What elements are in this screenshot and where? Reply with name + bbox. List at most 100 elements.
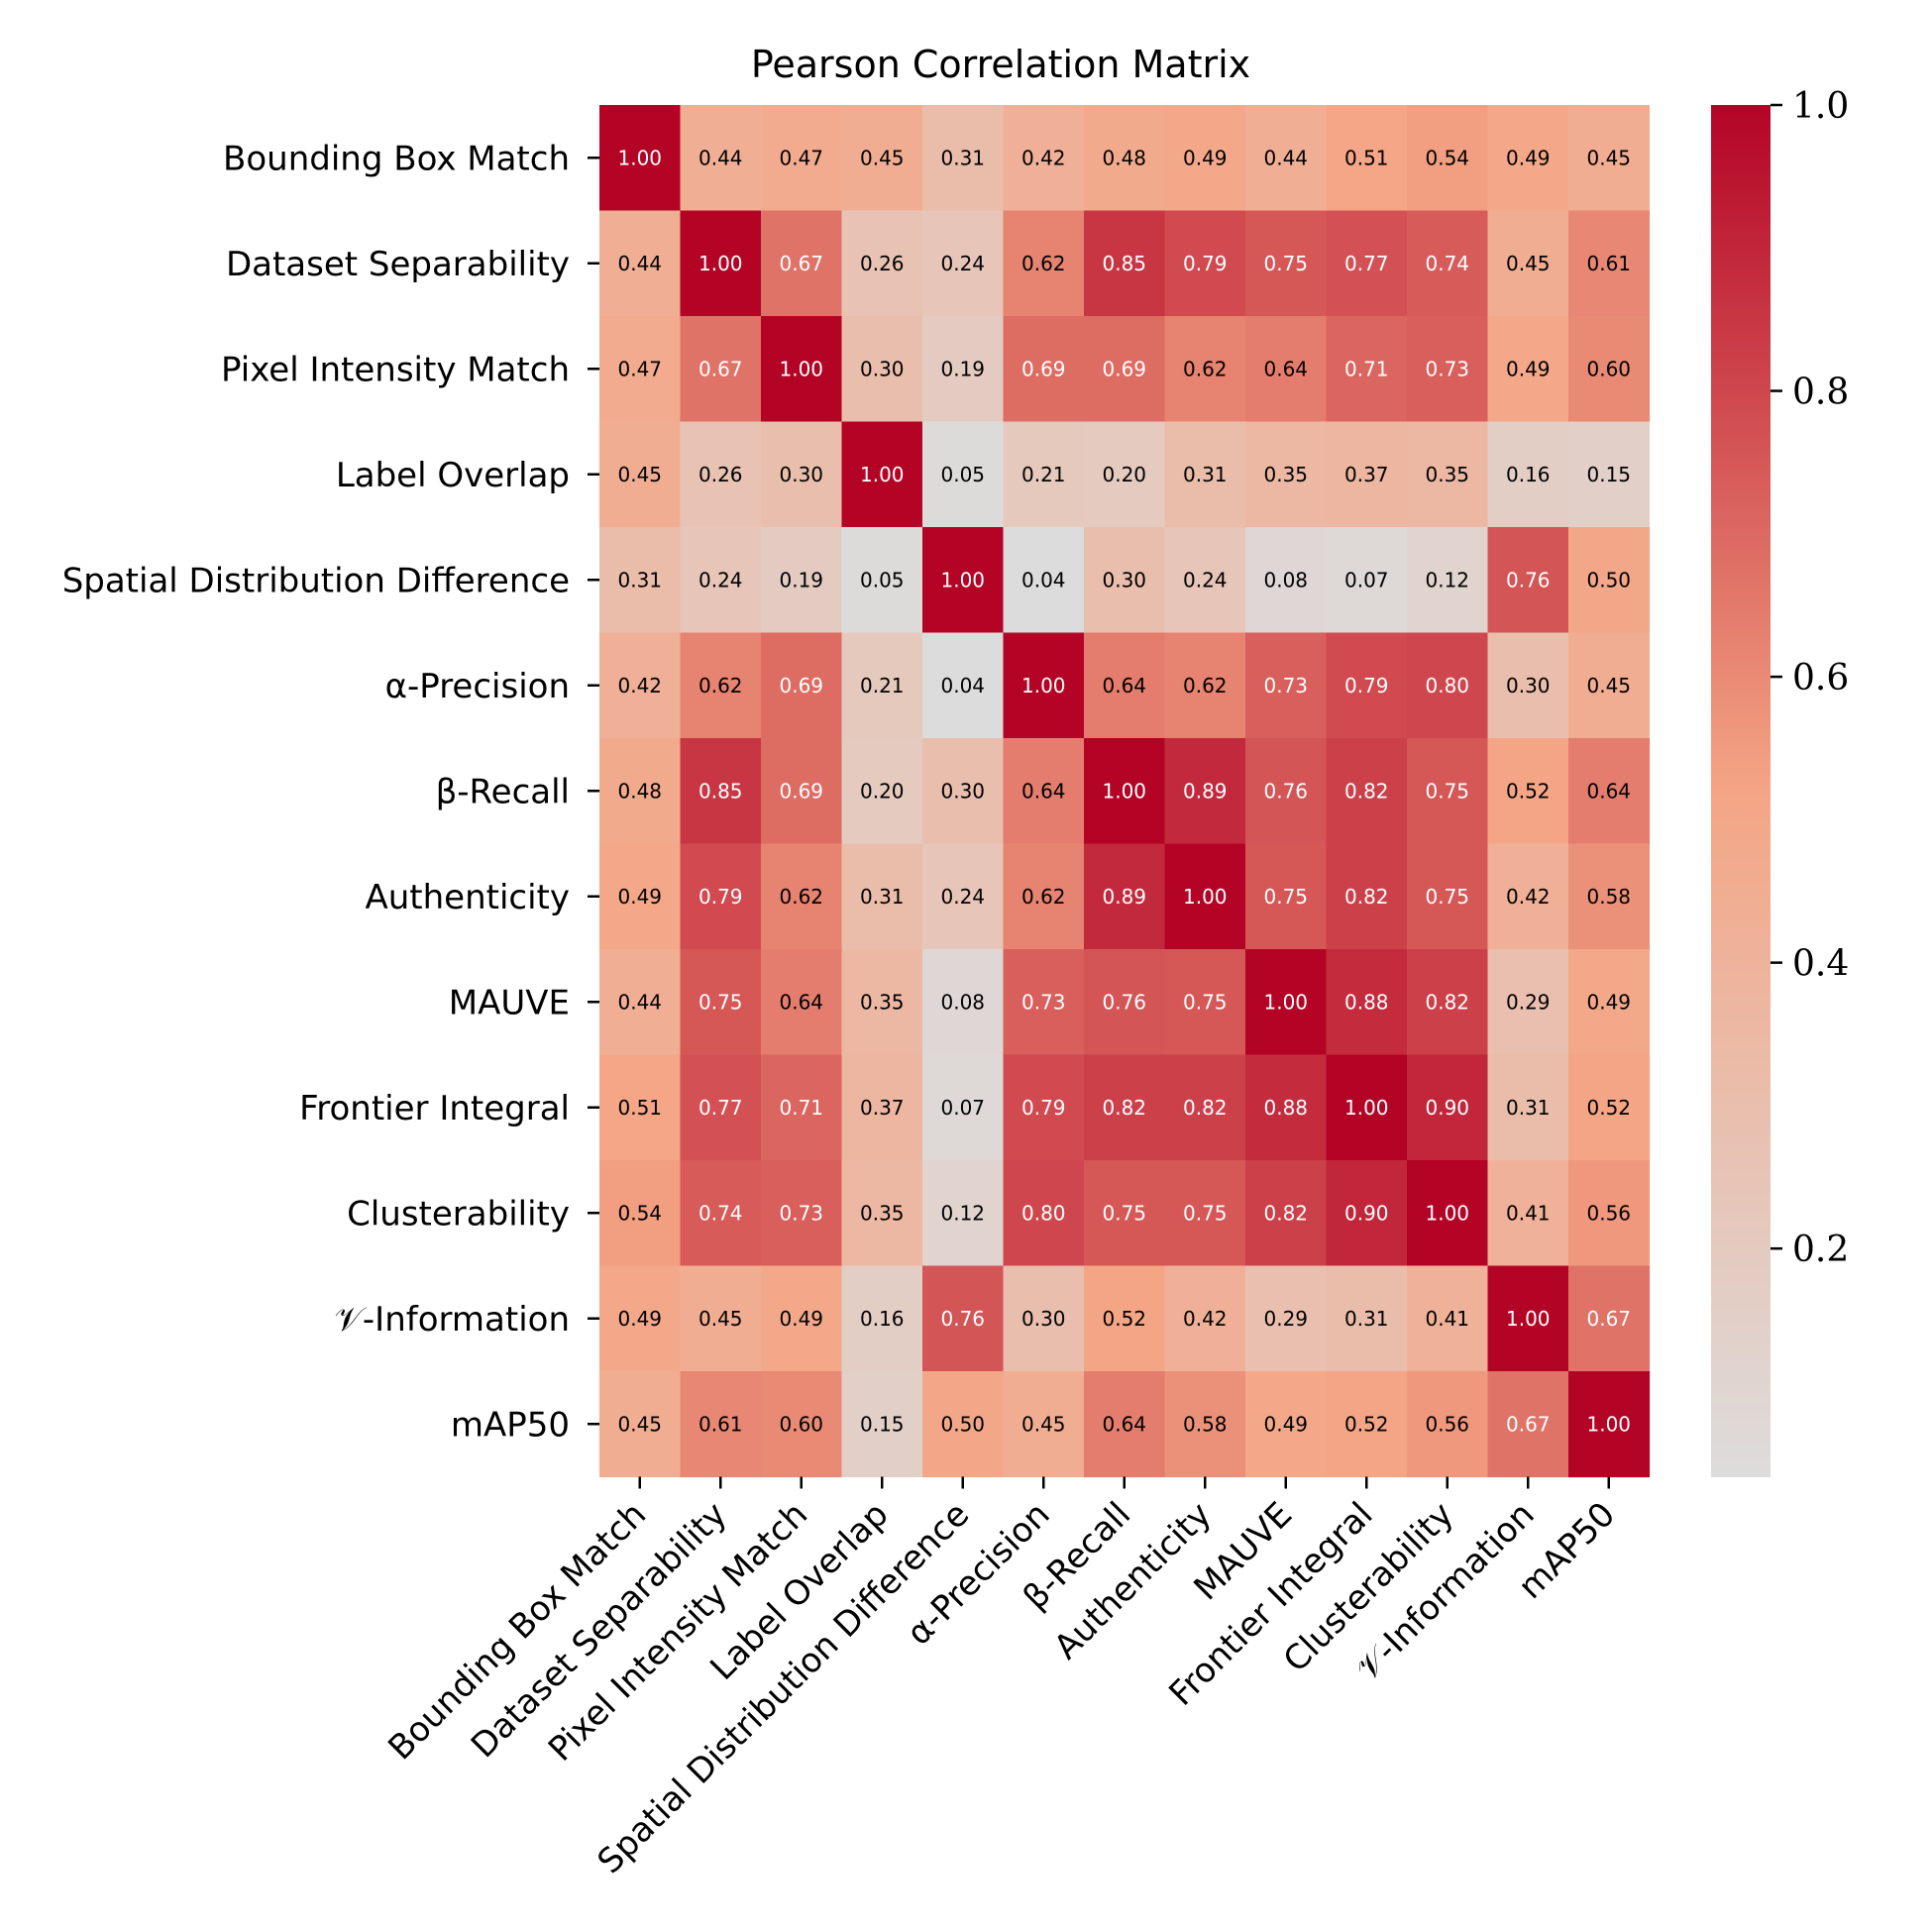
cell-value-label: 0.52 <box>1344 1412 1389 1436</box>
heatmap-cell <box>1407 738 1489 845</box>
cell-value-label: 0.12 <box>1425 568 1469 591</box>
heatmap-cell <box>680 527 762 634</box>
cell-value-label: 0.76 <box>1102 990 1146 1014</box>
colorbar-tick-label: 1.0 <box>1792 86 1849 127</box>
heatmap-cell <box>680 632 762 739</box>
heatmap-cell <box>1164 843 1246 950</box>
cell-value-label: 0.21 <box>860 674 905 698</box>
heatmap-cell <box>1407 421 1489 528</box>
cell-value-label: 0.62 <box>1183 357 1228 380</box>
heatmap-cell <box>761 105 843 212</box>
heatmap-cell <box>1164 421 1246 528</box>
heatmap-cell <box>1003 1160 1085 1267</box>
cell-value-label: 0.75 <box>1263 252 1308 275</box>
y-tick-label: Spatial Distribution Difference <box>62 561 570 600</box>
heatmap-cell <box>680 738 762 845</box>
cell-value-label: 0.75 <box>1183 990 1228 1014</box>
cell-value-label: 1.00 <box>940 568 985 591</box>
heatmap-cell <box>1407 1160 1489 1267</box>
heatmap-cell <box>1568 949 1651 1056</box>
heatmap-cell <box>1487 843 1569 950</box>
cell-value-label: 0.48 <box>617 779 662 803</box>
heatmap-cell <box>1487 210 1569 317</box>
heatmap-cell <box>1084 843 1166 950</box>
heatmap-cell <box>1245 105 1328 212</box>
cell-value-label: 0.04 <box>940 674 985 698</box>
heatmap-cell <box>1003 105 1085 212</box>
cell-value-label: 0.85 <box>1102 252 1146 275</box>
cell-value-label: 0.54 <box>617 1201 662 1225</box>
cell-value-label: 0.62 <box>779 885 823 909</box>
cell-value-label: 0.20 <box>860 779 905 803</box>
cell-value-label: 0.41 <box>1506 1201 1551 1225</box>
cell-value-label: 0.82 <box>1183 1096 1228 1120</box>
cell-value-label: 0.73 <box>779 1201 823 1225</box>
cell-value-label: 0.82 <box>1102 1096 1146 1120</box>
heatmap-cell <box>1326 105 1408 212</box>
cell-value-label: 0.08 <box>1263 568 1308 591</box>
heatmap-cell <box>922 105 1005 212</box>
cell-value-label: 1.00 <box>1183 885 1228 909</box>
cell-value-label: 0.49 <box>1586 990 1631 1014</box>
y-tick-label: Dataset Separability <box>226 245 570 284</box>
cell-value-label: 0.37 <box>860 1096 905 1120</box>
cell-value-label: 0.69 <box>1021 357 1066 380</box>
heatmap-cell <box>599 210 682 317</box>
heatmap-cell <box>680 1265 762 1372</box>
cell-value-label: 1.00 <box>1021 674 1066 698</box>
cell-value-label: 1.00 <box>1425 1201 1469 1225</box>
heatmap-cell <box>680 316 762 423</box>
heatmap-cell <box>1326 1054 1408 1161</box>
cell-value-label: 0.79 <box>1344 674 1389 698</box>
heatmap-cell <box>761 421 843 528</box>
cell-value-label: 0.73 <box>1425 357 1469 380</box>
heatmap-cell <box>1003 421 1085 528</box>
heatmap-cell <box>1003 1265 1085 1372</box>
heatmap-cell <box>599 316 682 423</box>
cell-value-label: 1.00 <box>698 252 743 275</box>
heatmap-cell <box>1164 632 1246 739</box>
cell-value-label: 0.61 <box>1586 252 1631 275</box>
heatmap-cell <box>1487 421 1569 528</box>
heatmap-cell <box>680 1054 762 1161</box>
cell-value-label: 0.45 <box>860 146 905 169</box>
heatmap-cell <box>1084 1054 1166 1161</box>
heatmap-cell <box>1568 527 1651 634</box>
cell-value-label: 0.76 <box>1506 568 1551 591</box>
cell-value-label: 0.82 <box>1425 990 1469 1014</box>
heatmap-cell <box>761 1265 843 1372</box>
cell-value-label: 0.31 <box>1506 1096 1551 1120</box>
y-tick-label: mAP50 <box>451 1405 570 1445</box>
colorbar-tick-label: 0.6 <box>1792 658 1849 698</box>
heatmap-cell <box>1084 421 1166 528</box>
heatmap-cell <box>1568 1054 1651 1161</box>
cell-value-label: 0.49 <box>779 1307 823 1331</box>
cell-value-label: 0.49 <box>617 885 662 909</box>
heatmap-cell <box>1245 949 1328 1056</box>
heatmap-cell <box>761 843 843 950</box>
cell-value-label: 0.49 <box>1506 146 1551 169</box>
cell-value-label: 0.20 <box>1102 463 1146 486</box>
heatmap-cell <box>761 632 843 739</box>
heatmap-cell <box>1487 1160 1569 1267</box>
cell-value-label: 0.62 <box>1021 885 1066 909</box>
cell-value-label: 0.52 <box>1102 1307 1146 1331</box>
cell-value-label: 0.88 <box>1263 1096 1308 1120</box>
colorbar-tick-label: 0.2 <box>1792 1230 1849 1270</box>
cell-value-label: 0.24 <box>940 252 985 275</box>
heatmap-cell <box>1407 843 1489 950</box>
cell-value-label: 0.48 <box>1102 146 1146 169</box>
heatmap-cell <box>599 421 682 528</box>
heatmap-cell <box>1407 949 1489 1056</box>
heatmap-cell <box>680 949 762 1056</box>
heatmap-cell <box>1487 632 1569 739</box>
heatmap-cell <box>841 527 923 634</box>
heatmap-cell <box>1164 316 1246 423</box>
heatmap-cell <box>1003 632 1085 739</box>
heatmap-cell <box>1003 210 1085 317</box>
heatmap-cell <box>761 1160 843 1267</box>
heatmap-cell <box>1164 1371 1246 1478</box>
heatmap-cell <box>1164 949 1246 1056</box>
cell-value-label: 0.50 <box>940 1412 985 1436</box>
